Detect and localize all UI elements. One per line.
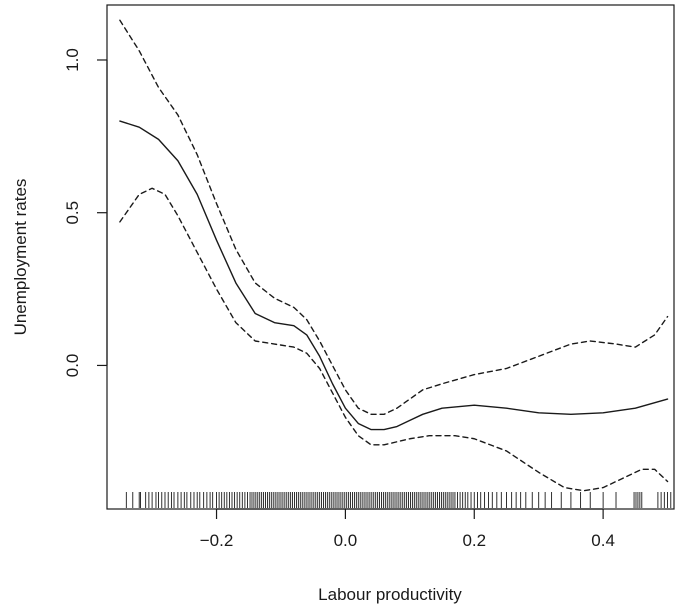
series-lines	[119, 19, 669, 492]
confidence-band-line-1	[119, 19, 669, 416]
y-axis: 0.0 0.5 1.0	[63, 48, 108, 378]
confidence-band-line-2	[119, 187, 669, 492]
x-tick-label: 0.2	[462, 531, 486, 550]
x-tick-label: −0.2	[200, 531, 234, 550]
y-tick-label: 1.0	[63, 48, 82, 72]
y-axis-label: Unemployment rates	[11, 179, 30, 336]
x-tick-label: 0.4	[591, 531, 615, 550]
y-tick-label: 0.0	[63, 354, 82, 378]
rug	[125, 492, 672, 508]
x-axis: −0.2 0.0 0.2 0.4	[200, 508, 615, 550]
x-tick-label: 0.0	[334, 531, 358, 550]
x-axis-label: Labour productivity	[318, 585, 462, 604]
fitted-line	[119, 120, 669, 431]
y-tick-label: 0.5	[63, 201, 82, 225]
